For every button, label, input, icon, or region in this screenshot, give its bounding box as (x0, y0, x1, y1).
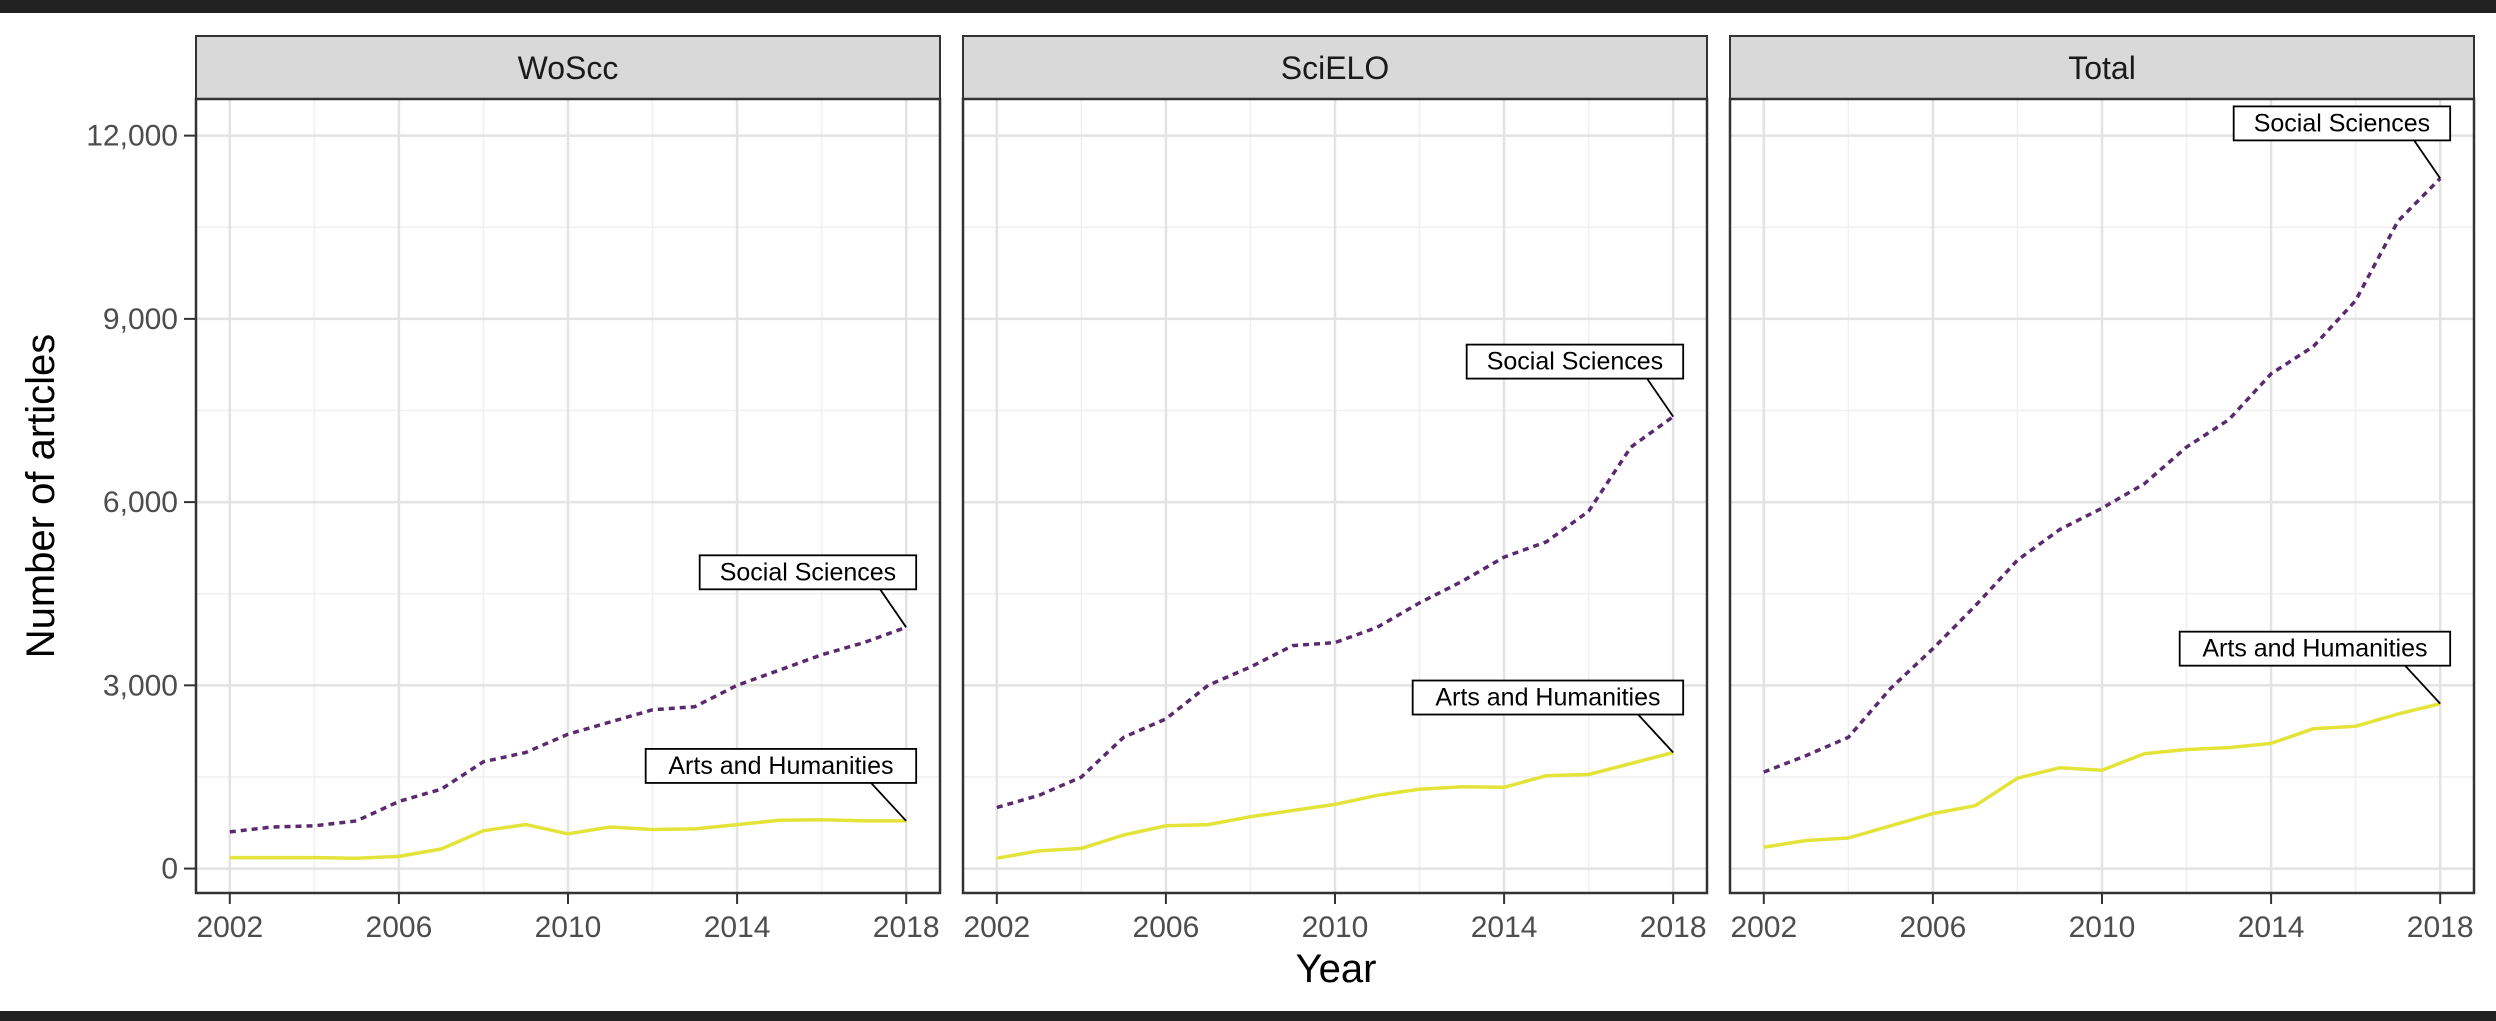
y-tick-label: 12,000 (86, 120, 178, 153)
annotation-leader-line (1637, 713, 1674, 754)
x-tick-label: 2014 (1471, 911, 1538, 944)
annotation-leader-line (2413, 139, 2441, 179)
annotation-leader-line (879, 588, 907, 628)
x-tick-label: 2014 (704, 911, 771, 944)
annotation-box (1465, 343, 1685, 380)
series-line-arts-and-humanities (229, 817, 907, 860)
x-axis-title: Year (1296, 947, 1377, 991)
series-line-social-sciences (1763, 177, 2442, 774)
x-tick-label: 2018 (2407, 911, 2474, 944)
annotation-label: Social Sciences (2254, 109, 2430, 137)
panel-woscc: WoScc Social Sciences Arts and Humanities 2… (194, 35, 942, 944)
x-tick-label: 2002 (1730, 911, 1797, 944)
panel-strip-label: WoScc (518, 50, 619, 86)
y-tick-label: 0 (161, 853, 178, 886)
x-tick-label: 2006 (366, 911, 433, 944)
panel-strip-label: SciELO (1281, 50, 1389, 86)
annotation-label: Arts and Humanities (1435, 684, 1660, 712)
panel-strip (962, 35, 1708, 100)
annotation-label: Social Sciences (1487, 348, 1663, 376)
panel-strip (195, 35, 941, 100)
annotation-label: Social Sciences (720, 558, 896, 586)
x-tick-label: 2010 (535, 911, 602, 944)
x-tick-label: 2018 (873, 911, 940, 944)
y-tick-label: 3,000 (103, 669, 178, 702)
annotation-leader-line (870, 782, 907, 822)
annotation-leader-line (1646, 378, 1674, 418)
x-tick-label: 2014 (2238, 911, 2305, 944)
series-line-social-sciences (229, 625, 907, 834)
annotation-box (2232, 105, 2452, 142)
y-tick-label: 9,000 (103, 303, 178, 336)
x-tick-label: 2010 (2069, 911, 2136, 944)
series-line-arts-and-humanities (996, 750, 1674, 860)
bottom-frame-bar (0, 1011, 2496, 1021)
annotation-box (698, 554, 918, 591)
annotation-leader-line (2404, 665, 2441, 705)
annotation-box (2178, 630, 2452, 667)
panel-total: Total Social Sciences Arts and Humanities 2… (1728, 35, 2476, 944)
x-tick-label: 2006 (1133, 911, 1200, 944)
annotation-box (1411, 679, 1685, 716)
annotation-label: Arts and Humanities (668, 752, 893, 780)
x-tick-label: 2018 (1640, 911, 1707, 944)
series-line-arts-and-humanities (1763, 701, 2441, 849)
x-tick-label: 2002 (963, 911, 1030, 944)
annotation-box (644, 748, 918, 784)
top-frame-bar (0, 0, 2496, 13)
annotation-label: Arts and Humanities (2202, 635, 2427, 663)
panel-strip (1729, 35, 2475, 100)
y-tick-label: 6,000 (103, 486, 178, 519)
y-axis-title: Number of articles (19, 334, 63, 659)
panel-strip-label: Total (2068, 50, 2136, 86)
x-tick-label: 2002 (196, 911, 263, 944)
x-tick-label: 2010 (1302, 911, 1369, 944)
x-tick-label: 2006 (1900, 911, 1967, 944)
panel-scielo: SciELO Social Sciences Arts and Humanities… (961, 35, 1709, 944)
